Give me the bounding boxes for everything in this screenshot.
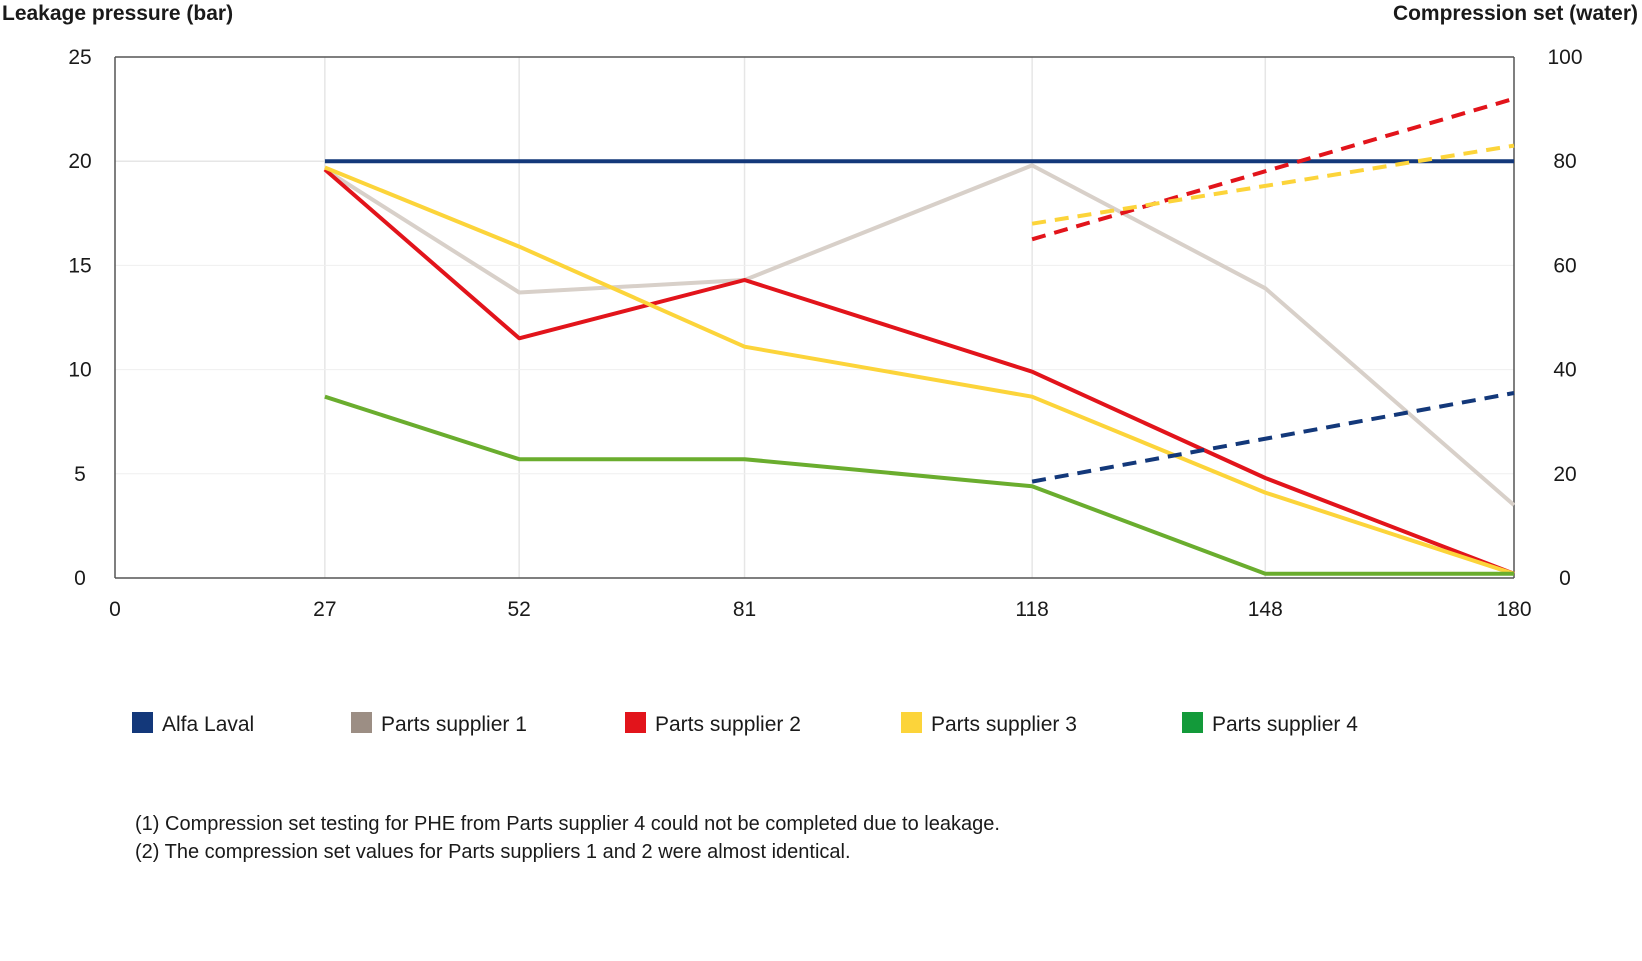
legend-swatch — [625, 712, 646, 733]
x-tick-label: 81 — [733, 598, 756, 621]
legend-swatch — [1182, 712, 1203, 733]
leakage-pressure-line-parts-supplier-2 — [323, 167, 1515, 576]
footnote-text: (2) The compression set values for Parts… — [135, 841, 851, 863]
legend-item: Parts supplier 3 — [901, 712, 1077, 736]
leakage-pressure-line-parts-supplier-1 — [323, 163, 1516, 507]
y-left-axis-title: Leakage pressure (bar) — [2, 2, 233, 25]
legend-item: Parts supplier 1 — [351, 712, 527, 736]
grid-layer — [115, 57, 1514, 578]
y-right-tick-label: 0 — [1559, 567, 1571, 590]
legend-swatch — [132, 712, 153, 733]
legend-label: Alfa Laval — [162, 713, 254, 736]
y-right-tick-label: 100 — [1547, 46, 1582, 69]
compression-set-line-parts-supplier-2 — [1031, 96, 1515, 242]
y-right-tick-label: 20 — [1553, 463, 1576, 486]
y-left-tick-label: 10 — [68, 359, 91, 382]
compression-set-line-alfa-laval — [1031, 391, 1515, 484]
x-tick-label: 180 — [1496, 598, 1531, 621]
y-right-tick-label: 60 — [1553, 254, 1576, 277]
y-left-tick-label: 0 — [74, 567, 86, 590]
y-right-tick-label: 80 — [1553, 150, 1576, 173]
legend-label: Parts supplier 1 — [381, 713, 527, 736]
series-layer — [323, 96, 1516, 576]
legend-label: Parts supplier 4 — [1212, 713, 1358, 736]
footnote-text: (1) Compression set testing for PHE from… — [135, 813, 1000, 835]
y-right-axis-title: Compression set (water) — [1393, 2, 1638, 25]
y-left-tick-label: 25 — [68, 46, 91, 69]
y-left-tick-label: 15 — [68, 254, 91, 277]
y-left-tick-label: 5 — [74, 463, 86, 486]
legend-item: Parts supplier 2 — [625, 712, 801, 736]
legend-label: Parts supplier 2 — [655, 713, 801, 736]
tick-label-layer: 0 5 10 15 20 25 0 20 40 60 80 100 0 27 52 81 118 148 180 — [68, 46, 1582, 621]
x-tick-label: 148 — [1248, 598, 1283, 621]
y-left-tick-label: 20 — [68, 150, 91, 173]
legend-swatch — [901, 712, 922, 733]
x-tick-label: 0 — [109, 598, 121, 621]
axis-layer — [114, 56, 1515, 579]
compression-set-line-parts-supplier-3 — [1031, 143, 1515, 226]
x-tick-label: 52 — [507, 598, 530, 621]
legend-item: Parts supplier 4 — [1182, 712, 1358, 736]
x-tick-label: 27 — [313, 598, 336, 621]
leakage-pressure-line-parts-supplier-4 — [324, 394, 1514, 576]
y-right-tick-label: 40 — [1553, 359, 1576, 382]
x-tick-label: 118 — [1015, 598, 1048, 621]
leakage-pressure-line-parts-supplier-3 — [324, 165, 1515, 576]
legend-item: Alfa Laval — [132, 712, 254, 736]
legend: Alfa Laval Parts supplier 1 Parts supplier… — [132, 712, 1358, 736]
footnotes: (1) Compression set testing for PHE from… — [135, 813, 1000, 863]
legend-label: Parts supplier 3 — [931, 713, 1077, 736]
legend-swatch — [351, 712, 372, 733]
